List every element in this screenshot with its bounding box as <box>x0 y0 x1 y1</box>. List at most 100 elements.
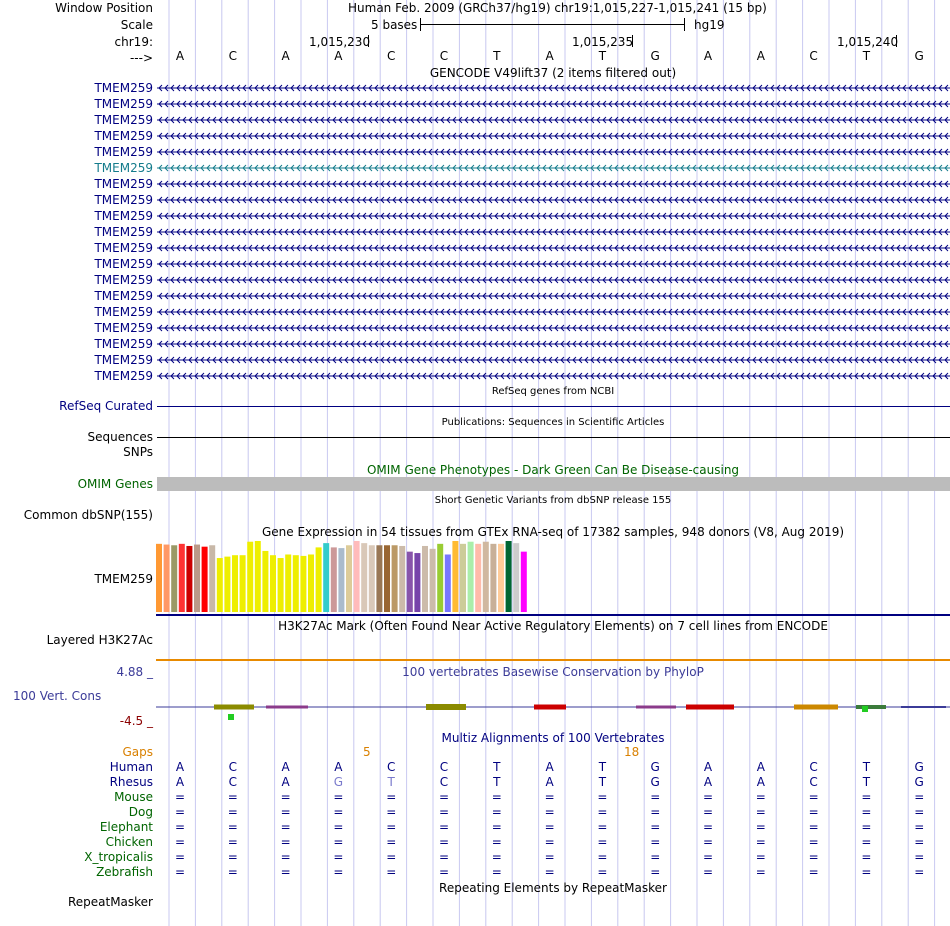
gencode-transcript[interactable] <box>157 243 950 253</box>
gencode-transcript[interactable] <box>157 83 950 93</box>
gencode-gene-label[interactable]: TMEM259 <box>94 353 153 367</box>
gtex-tissue-bar[interactable] <box>232 555 238 612</box>
gtex-tissue-bar[interactable] <box>505 541 512 612</box>
gencode-transcript[interactable] <box>157 355 950 365</box>
gencode-gene-label[interactable]: TMEM259 <box>94 209 153 223</box>
gencode-transcript[interactable] <box>157 99 950 109</box>
dbsnp-track-label[interactable]: Common dbSNP(155) <box>23 508 153 522</box>
omim-gene-bar[interactable] <box>157 477 950 491</box>
gtex-tissue-bar[interactable] <box>292 555 299 612</box>
snps-label[interactable]: SNPs <box>123 445 153 459</box>
gtex-tissue-bar[interactable] <box>513 543 520 612</box>
refseq-gene-line[interactable] <box>157 406 950 407</box>
gencode-transcript[interactable] <box>157 147 950 157</box>
gencode-gene-label[interactable]: TMEM259 <box>94 113 153 127</box>
gtex-gene-label[interactable]: TMEM259 <box>94 572 153 586</box>
gencode-transcript[interactable] <box>157 163 950 173</box>
gtex-tissue-bar[interactable] <box>361 543 368 612</box>
h3k27ac-signal-line[interactable] <box>156 659 950 661</box>
gtex-tissue-bar[interactable] <box>194 544 200 612</box>
multiz-species-label[interactable]: Rhesus <box>109 775 153 789</box>
gencode-gene-label[interactable]: TMEM259 <box>94 129 153 143</box>
gtex-tissue-bar[interactable] <box>262 550 269 612</box>
gtex-tissue-bar[interactable] <box>498 543 504 612</box>
gtex-tissue-bar[interactable] <box>467 541 474 612</box>
gtex-tissue-bar[interactable] <box>285 554 292 612</box>
gencode-transcript[interactable] <box>157 115 950 125</box>
gtex-tissue-bar[interactable] <box>156 543 162 612</box>
gencode-transcript[interactable] <box>157 323 950 333</box>
gtex-tissue-bar[interactable] <box>186 545 193 612</box>
gtex-tissue-bar[interactable] <box>414 553 421 612</box>
gtex-tissue-bar[interactable] <box>171 545 178 612</box>
gencode-gene-label[interactable]: TMEM259 <box>94 241 153 255</box>
gtex-tissue-bar[interactable] <box>399 545 406 612</box>
gtex-tissue-bar[interactable] <box>270 555 276 612</box>
gencode-transcript[interactable] <box>157 227 950 237</box>
gtex-tissue-bar[interactable] <box>178 543 185 612</box>
gencode-gene-label[interactable]: TMEM259 <box>94 81 153 95</box>
gtex-tissue-bar[interactable] <box>475 543 482 612</box>
gtex-tissue-bar[interactable] <box>216 558 223 612</box>
gtex-tissue-bar[interactable] <box>422 545 428 612</box>
gencode-transcript[interactable] <box>157 259 950 269</box>
gtex-tissue-bar[interactable] <box>437 543 444 612</box>
gtex-tissue-bar[interactable] <box>300 555 307 612</box>
multiz-species-label[interactable]: Mouse <box>114 790 153 804</box>
gencode-transcript[interactable] <box>157 131 950 141</box>
gencode-gene-label[interactable]: TMEM259 <box>94 97 153 111</box>
multiz-species-label[interactable]: Elephant <box>99 820 153 834</box>
gencode-gene-label[interactable]: TMEM259 <box>94 177 153 191</box>
gencode-gene-label[interactable]: TMEM259 <box>94 289 153 303</box>
gencode-gene-label[interactable]: TMEM259 <box>94 321 153 335</box>
gencode-transcript[interactable] <box>157 275 950 285</box>
gtex-tissue-bar[interactable] <box>247 541 254 612</box>
gencode-transcript[interactable] <box>157 307 950 317</box>
multiz-species-label[interactable]: Dog <box>128 805 153 819</box>
gtex-tissue-bar[interactable] <box>444 554 451 612</box>
gtex-tissue-bar[interactable] <box>460 543 466 612</box>
gtex-tissue-bar[interactable] <box>368 545 375 612</box>
multiz-species-label[interactable]: X_tropicalis <box>84 850 153 864</box>
gtex-tissue-bar[interactable] <box>429 548 436 612</box>
gencode-gene-label[interactable]: TMEM259 <box>94 145 153 159</box>
multiz-species-label[interactable]: Human <box>109 760 153 774</box>
publications-track-label[interactable]: Sequences <box>87 430 153 444</box>
gencode-transcript[interactable] <box>157 371 950 381</box>
gtex-tissue-bar[interactable] <box>490 543 497 612</box>
multiz-species-label[interactable]: Zebrafish <box>96 865 153 879</box>
refseq-track-label[interactable]: RefSeq Curated <box>59 399 153 413</box>
gtex-expression-chart[interactable] <box>156 541 556 613</box>
gencode-transcript[interactable] <box>157 339 950 349</box>
publications-line[interactable] <box>157 437 950 438</box>
cons-track-label[interactable]: 100 Vert. Cons <box>13 689 102 703</box>
gtex-tissue-bar[interactable] <box>277 558 284 612</box>
gtex-tissue-bar[interactable] <box>330 547 337 612</box>
gencode-transcript[interactable] <box>157 179 950 189</box>
gencode-gene-label[interactable]: TMEM259 <box>94 337 153 351</box>
gtex-tissue-bar[interactable] <box>254 541 261 612</box>
gtex-tissue-bar[interactable] <box>376 545 383 612</box>
multiz-species-label[interactable]: Chicken <box>105 835 153 849</box>
gencode-gene-label[interactable]: TMEM259 <box>94 305 153 319</box>
gtex-tissue-bar[interactable] <box>224 556 231 612</box>
gtex-tissue-bar[interactable] <box>308 554 314 612</box>
gencode-gene-label[interactable]: TMEM259 <box>94 193 153 207</box>
gtex-tissue-bar[interactable] <box>201 546 208 612</box>
gtex-tissue-bar[interactable] <box>353 541 360 612</box>
gtex-tissue-bar[interactable] <box>338 548 345 612</box>
h3k27ac-track-label[interactable]: Layered H3K27Ac <box>46 633 153 647</box>
gencode-gene-label[interactable]: TMEM259 <box>94 257 153 271</box>
gtex-tissue-bar[interactable] <box>520 551 527 612</box>
gencode-transcript[interactable] <box>157 211 950 221</box>
gtex-tissue-bar[interactable] <box>406 551 413 612</box>
gencode-gene-label[interactable]: TMEM259 <box>94 369 153 383</box>
omim-track-label[interactable]: OMIM Genes <box>77 477 153 491</box>
gtex-tissue-bar[interactable] <box>391 545 398 612</box>
repeatmasker-track-label[interactable]: RepeatMasker <box>67 895 153 909</box>
gencode-transcript[interactable] <box>157 195 950 205</box>
cons-logo-chart[interactable] <box>156 690 950 730</box>
gencode-gene-label[interactable]: TMEM259 <box>94 161 153 175</box>
gtex-tissue-bar[interactable] <box>346 545 352 612</box>
gtex-tissue-bar[interactable] <box>452 541 459 612</box>
